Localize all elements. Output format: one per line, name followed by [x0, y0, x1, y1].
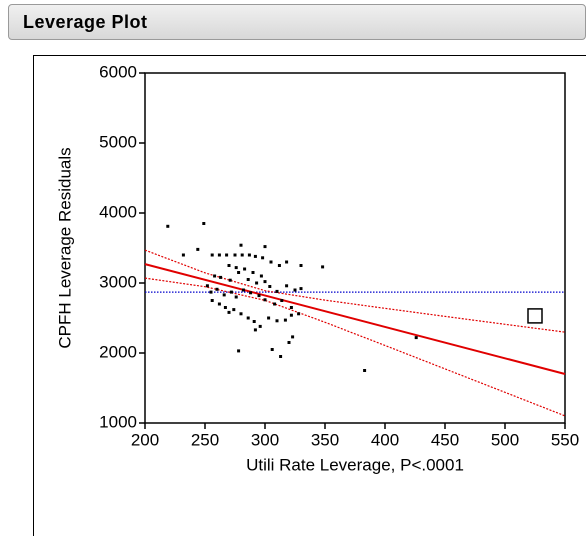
- point: [257, 294, 261, 298]
- point: [232, 308, 236, 312]
- point: [293, 288, 297, 292]
- point: [285, 260, 289, 264]
- x-tick-label: 400: [371, 430, 399, 449]
- x-tick-label: 450: [431, 430, 459, 449]
- point: [251, 271, 255, 274]
- x-tick-label: 500: [491, 430, 519, 449]
- point: [299, 264, 303, 267]
- point: [258, 324, 262, 328]
- point: [225, 253, 229, 257]
- fit-line: [144, 263, 566, 375]
- point: [227, 264, 231, 267]
- point: [268, 285, 272, 288]
- point: [210, 299, 214, 302]
- point: [234, 295, 238, 299]
- point: [246, 278, 250, 281]
- x-tick-label: 350: [311, 430, 339, 449]
- point: [252, 320, 256, 323]
- point: [285, 284, 289, 288]
- panel: [33, 55, 586, 536]
- point: [297, 312, 301, 316]
- point: [213, 274, 217, 278]
- y-tick-label: 6000: [99, 62, 137, 81]
- point: [261, 256, 265, 260]
- point: [253, 254, 257, 258]
- confidence-curve: [145, 277, 565, 417]
- header-bar[interactable]: Leverage Plot: [8, 4, 586, 40]
- x-tick-label: 200: [131, 430, 159, 449]
- point: [239, 243, 243, 247]
- point: [253, 328, 257, 332]
- point: [255, 281, 259, 285]
- point: [234, 266, 238, 270]
- point: [202, 222, 206, 225]
- point: [196, 247, 200, 251]
- point: [239, 312, 243, 316]
- x-axis-label: Utili Rate Leverage, P<.0001: [246, 455, 464, 474]
- point: [237, 349, 241, 353]
- point: [414, 336, 418, 340]
- point: [209, 290, 213, 294]
- point: [222, 293, 226, 297]
- point: [215, 287, 219, 291]
- point: [227, 310, 231, 314]
- point: [275, 319, 279, 323]
- point: [259, 274, 263, 278]
- point: [321, 265, 325, 269]
- point: [246, 316, 250, 320]
- point: [237, 271, 241, 274]
- point: [283, 318, 287, 322]
- point: [279, 355, 283, 358]
- point: [269, 260, 273, 264]
- x-tick-label: 250: [191, 430, 219, 449]
- y-tick-label: 5000: [99, 132, 137, 151]
- point: [166, 224, 170, 228]
- point: [263, 245, 267, 249]
- point: [275, 289, 279, 293]
- point: [287, 341, 291, 344]
- plot-frame: [144, 72, 566, 424]
- point: [223, 306, 227, 309]
- point: [181, 253, 185, 257]
- y-tick-label: 4000: [99, 202, 137, 221]
- y-axis-label: CPFH Leverage Residuals: [55, 147, 74, 348]
- point: [228, 278, 232, 282]
- point: [263, 280, 267, 284]
- point: [219, 275, 223, 279]
- point: [217, 302, 221, 306]
- x-tick-label: 550: [551, 430, 579, 449]
- point: [363, 369, 367, 372]
- y-tick-label: 3000: [99, 272, 137, 291]
- page: {"header": {"title": "Leverage Plot"}, "…: [8, 4, 586, 536]
- point: [277, 264, 281, 267]
- point: [233, 253, 237, 257]
- point: [289, 306, 293, 309]
- point: [205, 284, 209, 288]
- point: [270, 348, 274, 351]
- point: [280, 299, 284, 302]
- y-tick-label: 1000: [99, 412, 137, 431]
- header-title: Leverage Plot: [23, 12, 148, 32]
- point: [217, 253, 221, 257]
- chart: CPFH Leverage Residuals Utili Rate Lever…: [55, 62, 579, 474]
- x-tick-label: 300: [251, 430, 279, 449]
- point: [273, 302, 277, 306]
- point: [291, 335, 295, 339]
- y-tick-label: 2000: [99, 342, 137, 361]
- point: [243, 267, 247, 271]
- point: [299, 287, 303, 291]
- point: [267, 316, 271, 320]
- point: [263, 298, 267, 302]
- point: [229, 290, 233, 294]
- point: [210, 253, 214, 257]
- point: [240, 253, 244, 257]
- point: [249, 291, 253, 295]
- point: [247, 253, 251, 257]
- highlight-point: [527, 308, 543, 324]
- point: [241, 288, 245, 292]
- point: [289, 313, 293, 317]
